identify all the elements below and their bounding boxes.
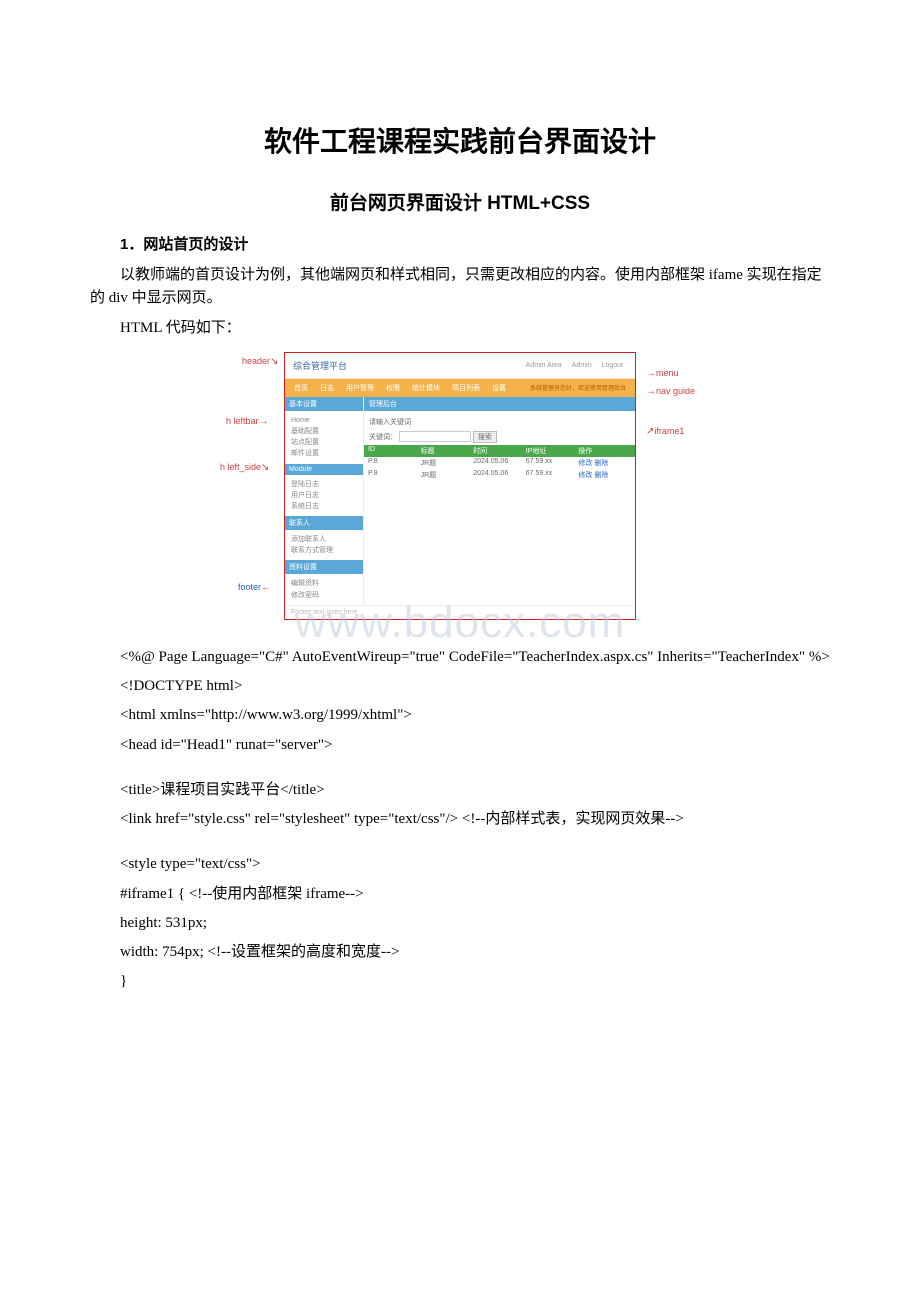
section-heading: 1．网站首页的设计 — [90, 233, 830, 254]
mock-window: 综合管理平台 Admin Area Admin Logout 首页 日志 用户管… — [284, 352, 636, 620]
code-line: #iframe1 { <!--使用内部框架 iframe--> — [90, 883, 830, 906]
code-line: <title>课程项目实践平台</title> — [90, 779, 830, 802]
mock-footer: Footer text goes here — [285, 605, 635, 619]
mock-nav: 首页 日志 用户管理 权限 统计模块 项目列表 设置 系统管理员您好，欢迎使用管… — [285, 379, 635, 397]
mock-sidebar: 基本设置 Home 基础配置 站点配置 邮件设置 Module 登陆日 — [285, 397, 364, 605]
mock-search-button: 搜索 — [473, 431, 497, 443]
code-line: <link href="style.css" rel="stylesheet" … — [90, 808, 830, 831]
document-title: 软件工程课程实践前台界面设计 — [90, 120, 830, 160]
mock-header-links: Admin Area Admin Logout — [522, 362, 627, 369]
code-line: <%@ Page Language="C#" AutoEventWireup="… — [90, 646, 830, 669]
mock-main: 管理后台 请输入关键词 关键词： 搜索 ID 标题 时间 — [364, 397, 635, 605]
code-line: width: 754px; <!--设置框架的高度和宽度--> — [90, 941, 830, 964]
code-line: <!DOCTYPE html> — [90, 675, 830, 698]
mock-header-title: 综合管理平台 — [293, 359, 522, 372]
code-line: height: 531px; — [90, 912, 830, 935]
code-line: <style type="text/css"> — [90, 853, 830, 876]
code-line: <head id="Head1" runat="server"> — [90, 734, 830, 757]
code-line: <html xmlns="http://www.w3.org/1999/xhtm… — [90, 704, 830, 727]
mock-table: ID 标题 时间 IP地址 操作 P.8 JR题 2024.05.06 67.5… — [364, 445, 635, 481]
mock-header: 综合管理平台 Admin Area Admin Logout — [285, 353, 635, 379]
code-line: } — [90, 970, 830, 993]
layout-diagram-figure: header↘ h leftbar→ h left_side↘ footer← … — [90, 352, 830, 620]
document-subtitle: 前台网页界面设计 HTML+CSS — [90, 188, 830, 215]
paragraph-code-label: HTML 代码如下： — [90, 317, 830, 340]
mock-search-input — [399, 431, 471, 442]
paragraph-intro: 以教师端的首页设计为例，其他端网页和样式相同，只需更改相应的内容。使用内部框架 … — [90, 264, 830, 311]
